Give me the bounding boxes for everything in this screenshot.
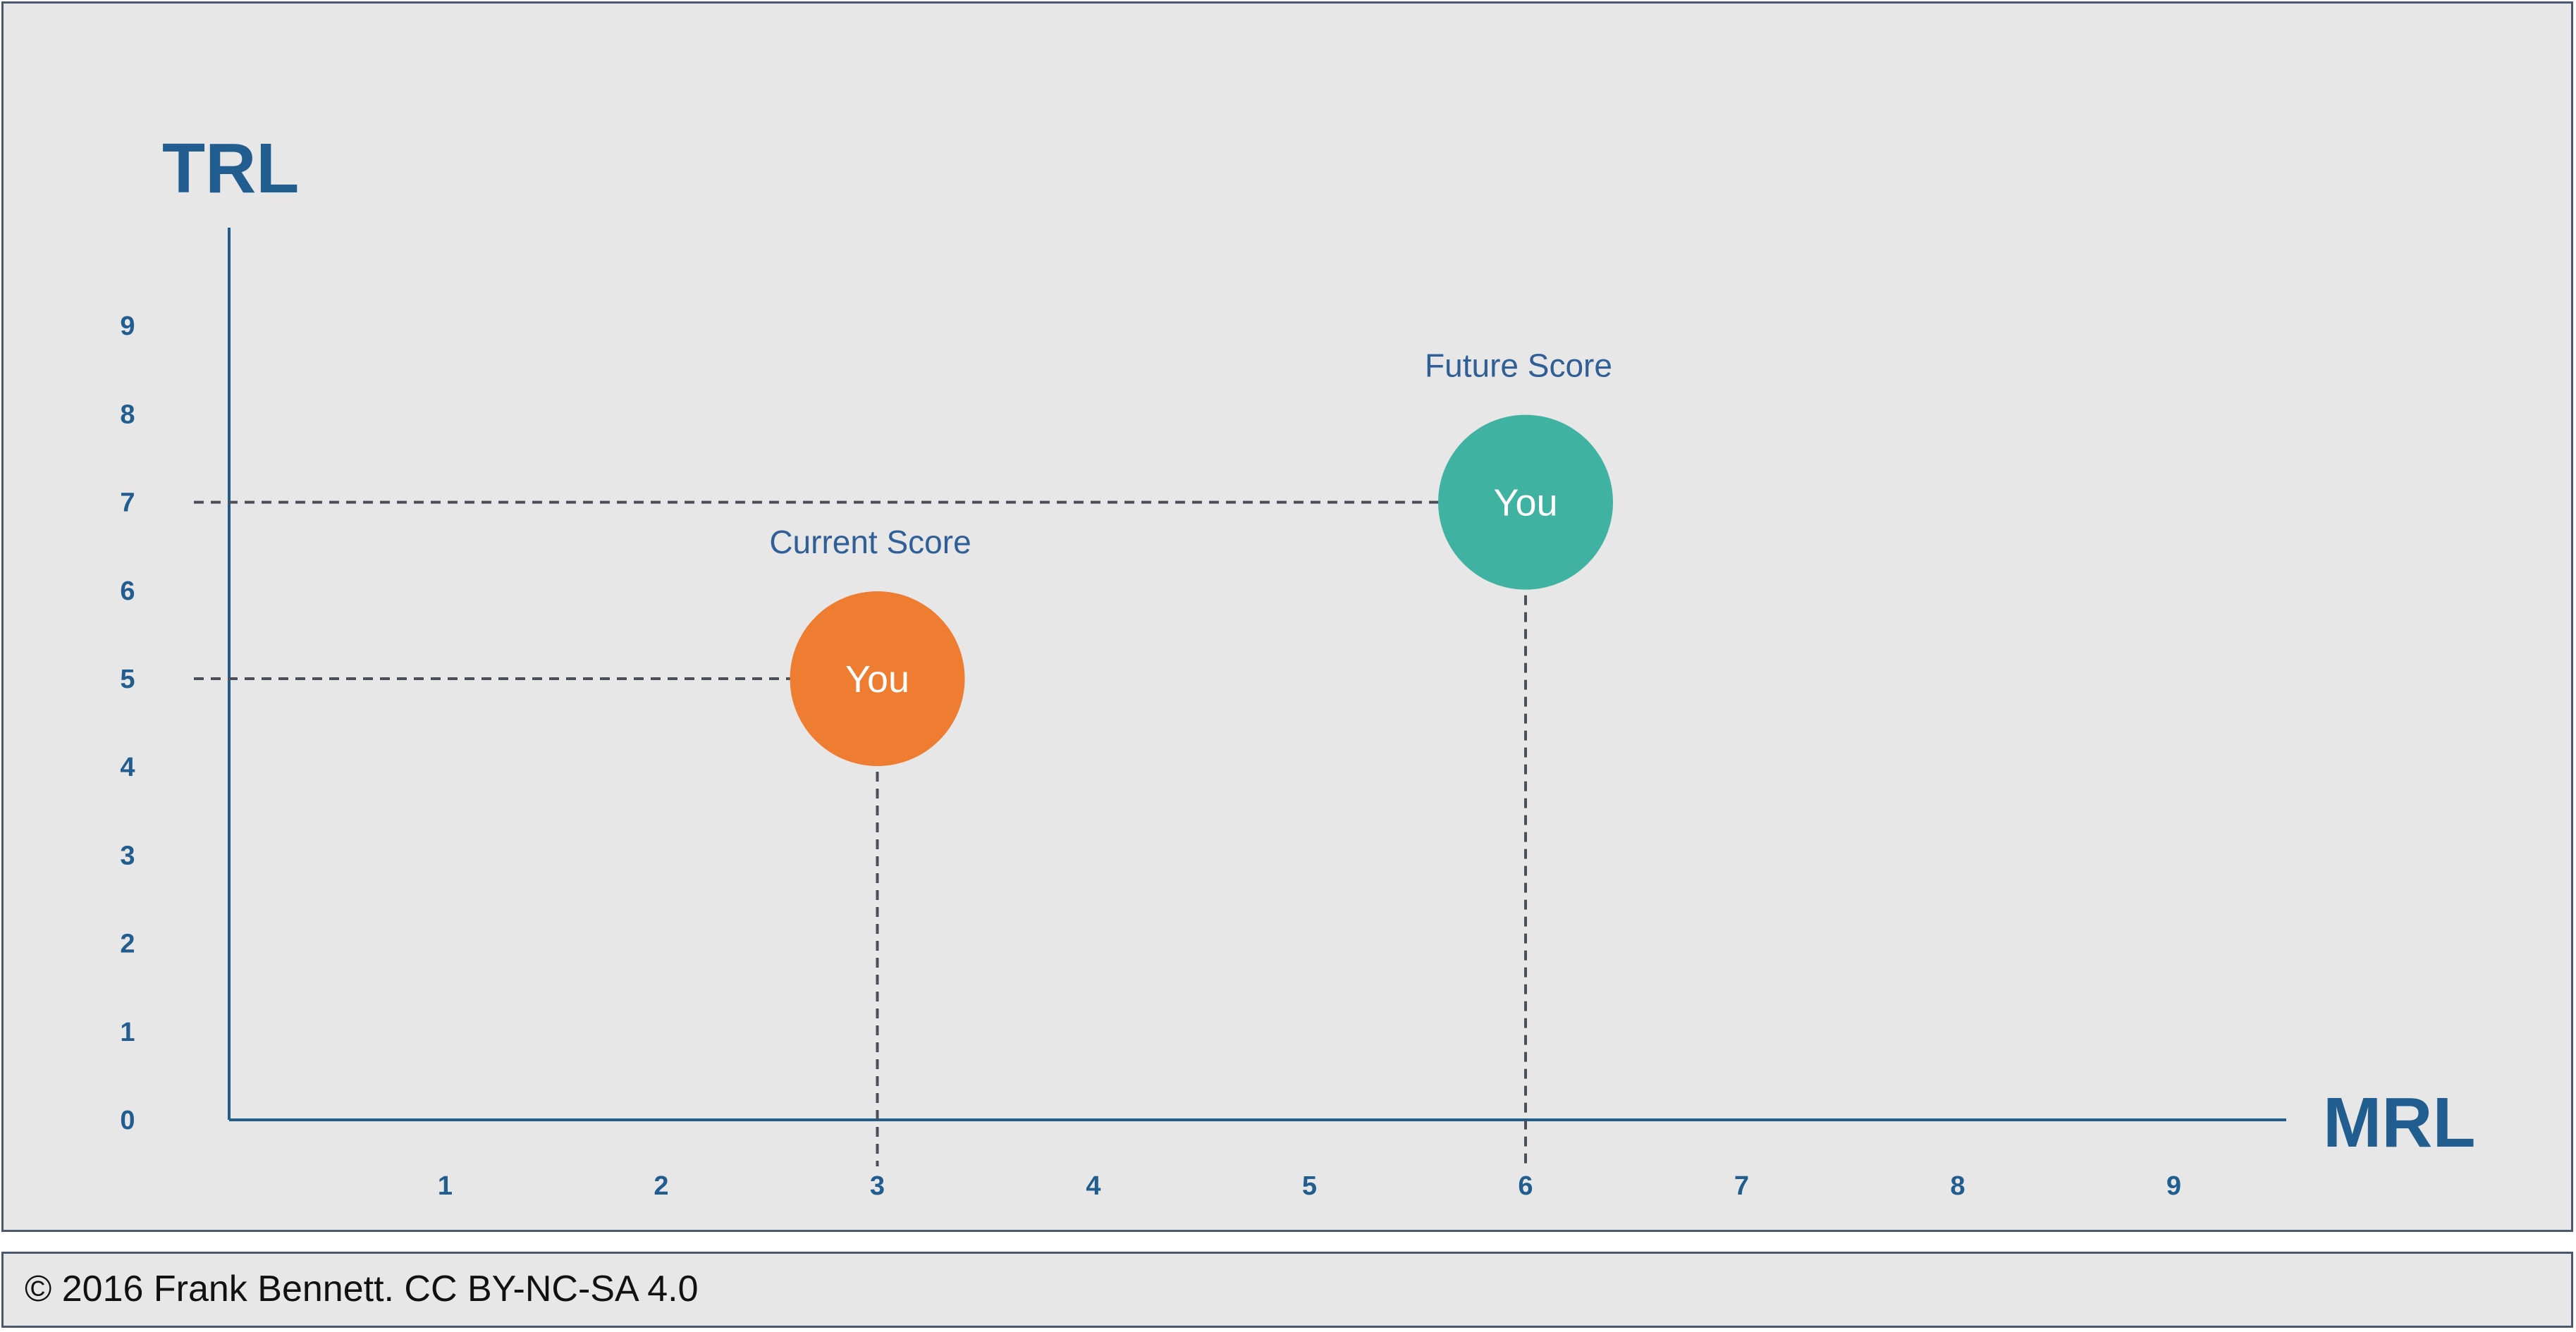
data-point-bubble: [790, 591, 965, 766]
footer: © 2016 Frank Bennett. CC BY-NC-SA 4.0: [1, 1252, 2573, 1328]
data-points: You Current Score You Future Score: [769, 347, 1613, 766]
data-point-marker-text: You: [1493, 482, 1557, 524]
y-tick-label: 8: [120, 400, 135, 429]
y-axis-title: TRL: [162, 129, 299, 208]
x-tick-label: 2: [654, 1171, 668, 1201]
y-tick-label: 1: [120, 1018, 135, 1047]
y-tick-labels: 0 1 2 3 4 5 6 7 8 9: [120, 312, 135, 1135]
x-tick-label: 4: [1086, 1171, 1100, 1201]
x-tick-label: 5: [1302, 1171, 1317, 1201]
x-tick-label: 1: [438, 1171, 453, 1201]
x-tick-label: 9: [2166, 1171, 2181, 1201]
data-point-bubble: [1438, 414, 1613, 590]
data-point-caption: Current Score: [769, 524, 971, 560]
y-tick-label: 5: [120, 665, 135, 694]
x-tick-label: 6: [1518, 1171, 1533, 1201]
x-tick-labels: 1 2 3 4 5 6 7 8 9: [438, 1171, 2181, 1201]
y-tick-label: 3: [120, 841, 135, 870]
x-axis-title: MRL: [2323, 1083, 2476, 1162]
copyright-text: © 2016 Frank Bennett. CC BY-NC-SA 4.0: [25, 1269, 699, 1309]
x-tick-label: 3: [870, 1171, 885, 1201]
data-point-caption: Future Score: [1425, 347, 1612, 384]
y-tick-label: 6: [120, 576, 135, 606]
chart-svg: TRL MRL 0 1 2 3 4 5 6 7 8 9 1 2 3 4 5 6 7 8 9 You Current …: [120, 129, 2476, 1201]
guide-lines: [194, 500, 1527, 1166]
data-point-marker-text: You: [845, 658, 909, 701]
y-tick-label: 0: [120, 1106, 135, 1135]
y-tick-label: 7: [120, 488, 135, 518]
y-tick-label: 2: [120, 930, 135, 959]
y-tick-label: 4: [120, 753, 135, 782]
x-tick-label: 8: [1950, 1171, 1965, 1201]
chart-frame: TRL MRL 0 1 2 3 4 5 6 7 8 9 1 2 3 4 5 6 7 8 9 You Current …: [1, 1, 2573, 1232]
y-tick-label: 9: [120, 312, 135, 341]
x-tick-label: 7: [1734, 1171, 1749, 1201]
